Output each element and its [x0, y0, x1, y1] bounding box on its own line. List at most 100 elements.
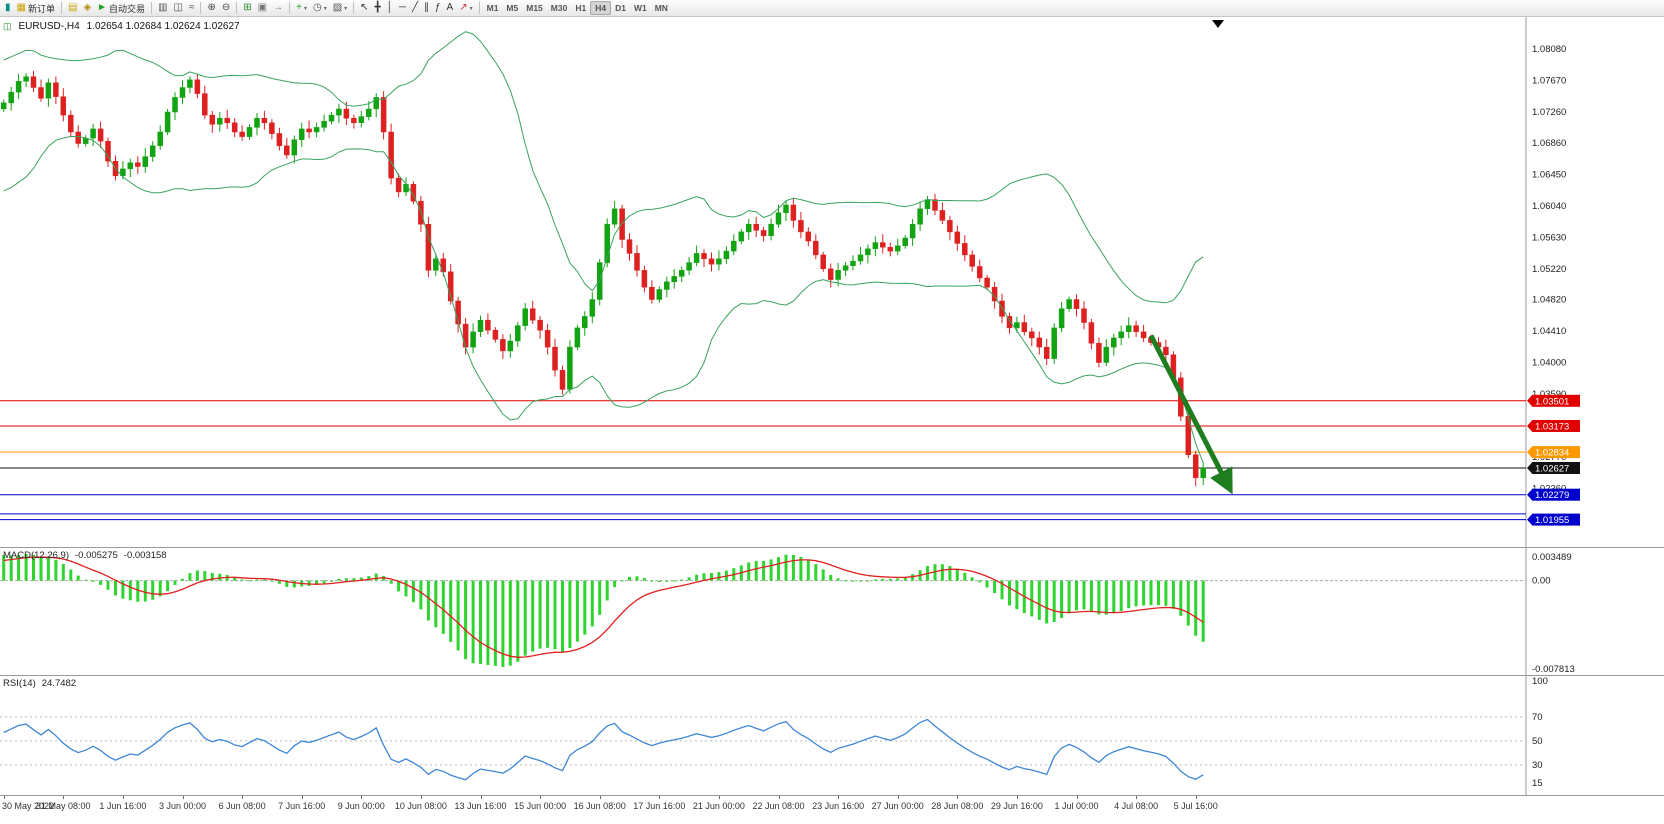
- crosshair-button[interactable]: ╋: [372, 1, 384, 15]
- svg-text:0.003489: 0.003489: [1532, 552, 1572, 563]
- macd-chart[interactable]: 0.003489 0.00 -0.007813: [0, 548, 1664, 675]
- time-axis[interactable]: 30 May 2022 31 May 08:00 1 Jun 16:00 3 Jun …: [0, 795, 1664, 815]
- chart-shift-icon: →: [273, 2, 284, 13]
- terminal-icon: ▮: [5, 2, 11, 13]
- arrows-tool-button[interactable]: ↗ ▾: [456, 1, 475, 15]
- templates-icon: ▨: [332, 2, 343, 13]
- time-label: 16 Jun 08:00: [573, 801, 626, 811]
- timeframe-h1[interactable]: H1: [575, 3, 587, 13]
- alerts-icon: ◈: [83, 2, 92, 13]
- svg-text:1.02627: 1.02627: [1535, 464, 1569, 475]
- timeframe-clock-icon: ◷: [312, 2, 322, 13]
- toolbar-separator: [289, 2, 291, 14]
- main-toolbar: ▮ ▦ 新订单 ▤ ◈ ► 自动交易 ▥ ◫ ≈ ⊕ ⊖ ⊞ ▣ → + ▾ ◷ ▾ ▨ ▾ ↖ ╋ │ ─ ╱ ∥ ƒ A ↗ ▾ M1 M5…: [0, 0, 1664, 17]
- rsi-level-label: 30: [1532, 760, 1543, 771]
- horizontal-line-icon: ─: [398, 2, 406, 13]
- text-label-icon: A: [446, 2, 454, 13]
- svg-text:1.02834: 1.02834: [1535, 448, 1569, 459]
- terminal-button[interactable]: ▮: [2, 1, 14, 15]
- time-label: 15 Jun 00:00: [514, 801, 567, 811]
- time-label: 4 Jul 08:00: [1114, 801, 1159, 811]
- time-tick: [1076, 796, 1078, 799]
- new-order-button[interactable]: ▦ 新订单: [14, 1, 58, 15]
- timeframe-m15[interactable]: M15: [526, 3, 543, 13]
- zoom-in-icon: ⊕: [207, 2, 216, 13]
- resistance-line-2-badge: [1527, 420, 1532, 432]
- time-label: 31 May 08:00: [36, 801, 91, 811]
- macd-histogram: [2, 554, 1205, 667]
- rsi-level-label: 70: [1532, 712, 1543, 723]
- toolbar-separator: [200, 2, 202, 14]
- rsi-name: RSI(14): [3, 678, 36, 689]
- candlestick-chart-button[interactable]: ◫: [171, 1, 186, 15]
- autotrade-button[interactable]: ► 自动交易: [94, 1, 148, 15]
- trendline-button[interactable]: ╱: [409, 1, 421, 15]
- add-indicator-button[interactable]: + ▾: [293, 1, 310, 15]
- time-label: 28 Jun 08:00: [931, 801, 984, 811]
- timeframe-d1[interactable]: D1: [615, 3, 626, 13]
- alerts-button[interactable]: ◈: [80, 1, 94, 15]
- price-tick: 1.08080: [1532, 44, 1566, 55]
- fibonacci-icon: ƒ: [434, 2, 441, 13]
- fibonacci-button[interactable]: ƒ: [432, 1, 444, 15]
- equidistant-channel-button[interactable]: ∥: [421, 1, 432, 15]
- svg-text:1.03501: 1.03501: [1535, 396, 1569, 407]
- timeframe-m5[interactable]: M5: [506, 3, 519, 13]
- time-tick: [361, 796, 363, 799]
- zoom-out-button[interactable]: ⊖: [219, 1, 233, 15]
- scroll-end-marker: [1212, 20, 1224, 28]
- time-tick: [63, 796, 65, 799]
- time-tick: [182, 796, 184, 799]
- bar-chart-button[interactable]: ▥: [155, 1, 170, 15]
- chevron-down-icon: ▾: [344, 5, 348, 12]
- macd-name: MACD(12,26,9): [3, 550, 69, 561]
- price-tick: 1.07670: [1532, 76, 1566, 87]
- chevron-down-icon: ▾: [323, 5, 327, 12]
- charts-profile-button[interactable]: ▤: [65, 1, 80, 15]
- rsi-level-label: 15: [1532, 778, 1543, 789]
- time-tick: [718, 796, 720, 799]
- horizontal-line-button[interactable]: ─: [396, 1, 409, 15]
- zoom-in-button[interactable]: ⊕: [204, 1, 218, 15]
- price-tick: 1.06450: [1532, 169, 1566, 180]
- tile-windows-button[interactable]: ⊞: [240, 1, 254, 15]
- price-tick: 1.03590: [1532, 389, 1566, 400]
- time-label: 21 Jun 00:00: [692, 801, 745, 811]
- rsi-chart[interactable]: 100 70 50 30 15: [0, 676, 1664, 795]
- rsi-panel[interactable]: RSI(14) 24.7482 100 70 50 30 15: [0, 675, 1664, 795]
- timeframe-w1[interactable]: W1: [633, 3, 647, 13]
- auto-arrange-button[interactable]: ▣: [255, 1, 270, 15]
- time-label: 17 Jun 16:00: [633, 801, 686, 811]
- macd-panel[interactable]: MACD(12,26,9) -0.005275 -0.003158 0.0034…: [0, 547, 1664, 675]
- auto-arrange-icon: ▣: [257, 2, 268, 13]
- timeframe-h4[interactable]: H4: [590, 1, 612, 15]
- price-tick: 1.04820: [1532, 295, 1566, 306]
- timeframe-clock-button[interactable]: ◷ ▾: [310, 1, 330, 15]
- new-order-label: 新订单: [27, 3, 55, 14]
- time-tick: [1195, 796, 1197, 799]
- time-label: 10 Jun 08:00: [394, 801, 447, 811]
- timeframe-mn[interactable]: MN: [654, 3, 668, 13]
- svg-text:0.00: 0.00: [1532, 576, 1551, 587]
- chart-shift-button[interactable]: →: [270, 1, 286, 15]
- rsi-level-label: 50: [1532, 736, 1543, 747]
- chevron-down-icon: ▾: [303, 5, 307, 12]
- templates-button[interactable]: ▨ ▾: [330, 1, 350, 15]
- cursor-button[interactable]: ↖: [357, 1, 371, 15]
- line-chart-button[interactable]: ≈: [186, 1, 198, 15]
- rsi-level-label: 100: [1532, 676, 1548, 687]
- time-tick: [897, 796, 899, 799]
- arrows-tool-icon: ↗: [459, 2, 468, 13]
- text-label-button[interactable]: A: [444, 1, 457, 15]
- rsi-line: [3, 718, 1204, 781]
- time-tick: [659, 796, 661, 799]
- svg-text:1.02279: 1.02279: [1535, 490, 1569, 501]
- main-price-chart[interactable]: 1.08080 1.07670 1.07260 1.06860 1.06450 1.060…: [0, 17, 1664, 547]
- price-chart-panel[interactable]: ◫ EURUSD-,H4 1.02654 1.02684 1.02624 1.0…: [0, 17, 1664, 547]
- candlesticks: [0, 70, 1206, 487]
- cursor-icon: ↖: [360, 2, 369, 13]
- timeframe-m1[interactable]: M1: [486, 3, 499, 13]
- vertical-line-button[interactable]: │: [384, 1, 396, 15]
- timeframe-m30[interactable]: M30: [550, 3, 568, 13]
